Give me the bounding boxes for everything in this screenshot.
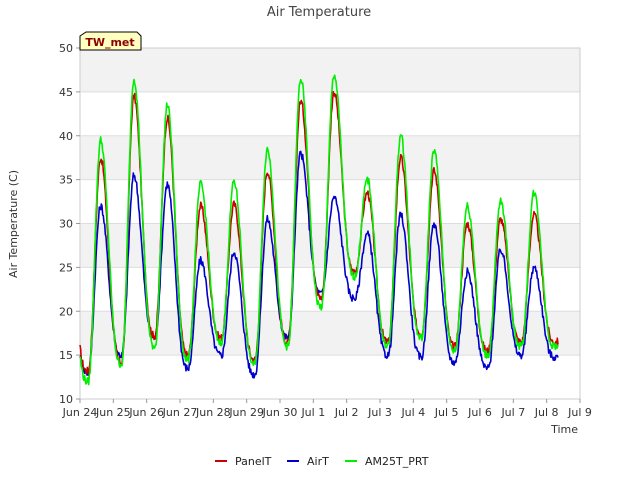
y-tick-label: 25: [59, 261, 73, 274]
x-tick-label: Jun 30: [262, 406, 298, 419]
legend: PanelT AirT AM25T_PRT: [215, 455, 429, 468]
x-tick-label: Jul 4: [400, 406, 425, 419]
legend-label: AirT: [307, 455, 329, 468]
y-tick-label: 10: [59, 393, 73, 406]
y-axis-ticks: 10 15 20 25 30 35 40 45 50: [59, 42, 80, 406]
x-tick-label: Jul 9: [567, 406, 592, 419]
station-badge-label: TW_met: [85, 36, 134, 49]
x-tick-label: Jul 5: [434, 406, 459, 419]
legend-label: PanelT: [235, 455, 272, 468]
x-axis-label: Time: [550, 423, 578, 436]
x-tick-label: Jul 1: [300, 406, 325, 419]
station-badge: TW_met: [79, 31, 142, 51]
x-tick-label: Jun 24: [62, 406, 98, 419]
x-tick-label: Jun 26: [128, 406, 164, 419]
y-axis-label: Air Temperature (C): [7, 170, 20, 278]
x-tick-label: Jun 28: [195, 406, 231, 419]
plot-band: [80, 311, 580, 356]
series-line-am25t-prt: [79, 74, 559, 386]
x-tick-label: Jun 27: [162, 406, 198, 419]
x-tick-label: Jul 3: [367, 406, 392, 419]
y-tick-label: 40: [59, 130, 73, 143]
series-lines: [79, 74, 559, 386]
y-tick-label: 35: [59, 174, 73, 187]
x-tick-label: Jul 6: [467, 406, 492, 419]
x-tick-label: Jun 25: [95, 406, 131, 419]
y-tick-label: 30: [59, 218, 73, 231]
x-tick-label: Jun 29: [228, 406, 264, 419]
x-tick-label: Jul 2: [334, 406, 359, 419]
x-tick-label: Jul 8: [534, 406, 559, 419]
chart-title: Air Temperature: [267, 5, 371, 20]
y-tick-label: 15: [59, 349, 73, 362]
y-tick-label: 50: [59, 42, 73, 55]
x-tick-label: Jul 7: [500, 406, 525, 419]
station-badge-shape: [79, 31, 142, 51]
plot-band: [80, 48, 580, 92]
legend-label: AM25T_PRT: [365, 455, 429, 468]
y-tick-label: 20: [59, 305, 73, 318]
y-tick-label: 45: [59, 86, 73, 99]
